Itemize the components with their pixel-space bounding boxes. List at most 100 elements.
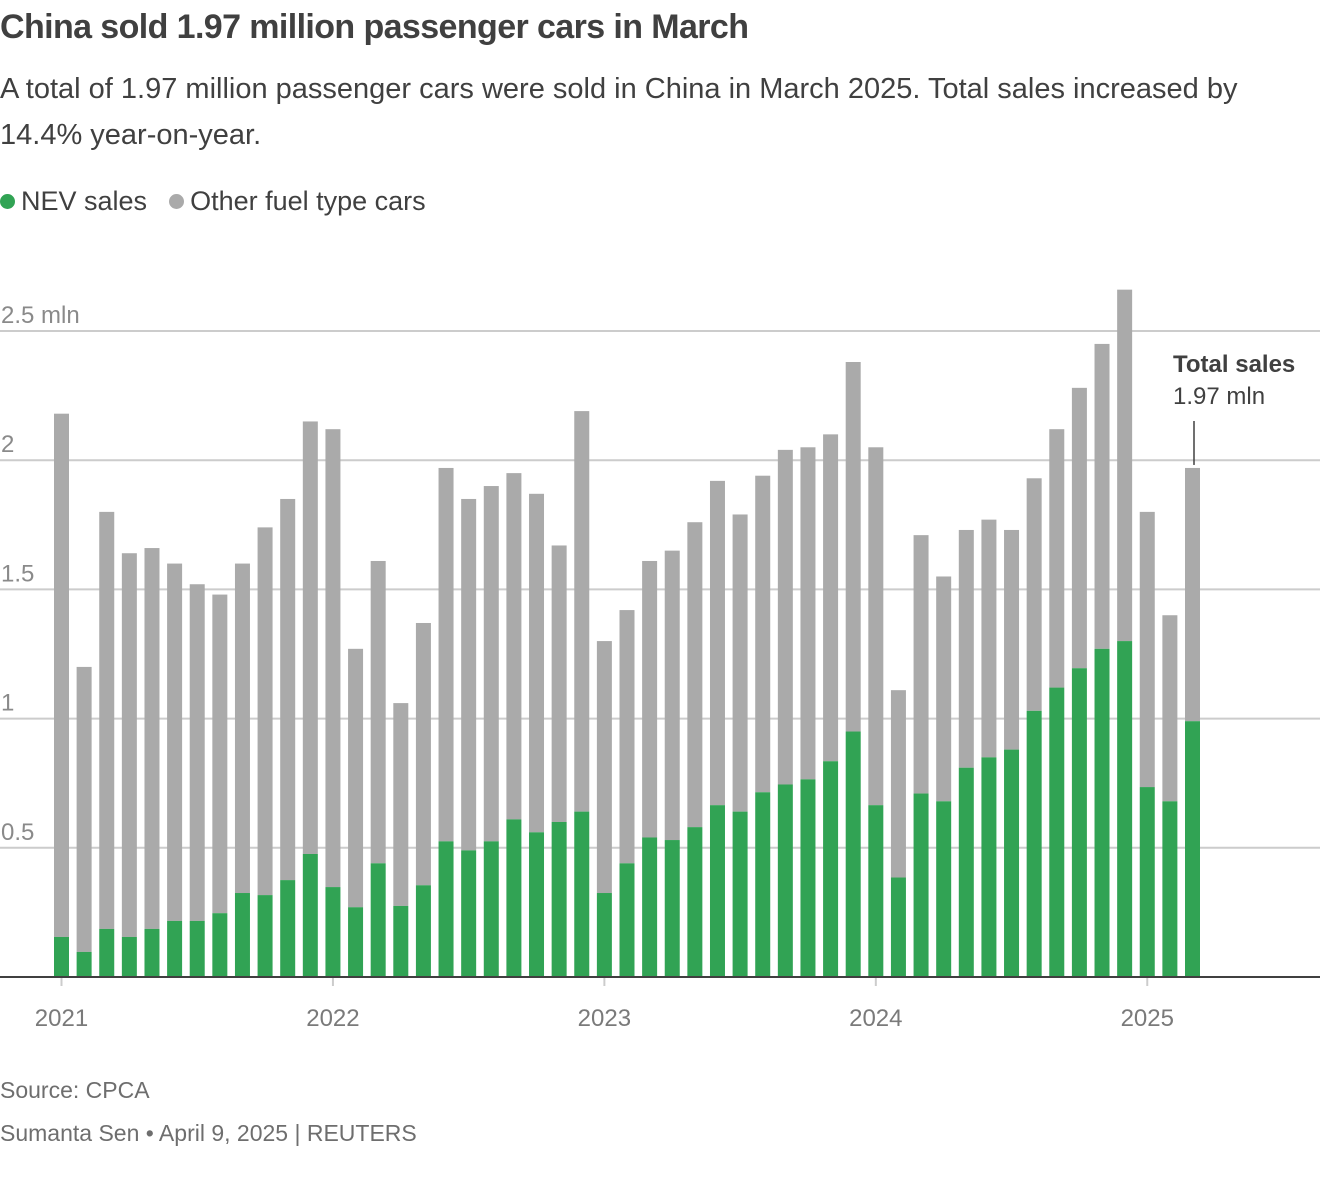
bar-nev-2022-10 <box>529 832 545 977</box>
bar-other-2021-02 <box>76 666 92 952</box>
bar-nev-2024-10 <box>1071 668 1087 977</box>
bar-nev-2024-11 <box>1094 648 1110 977</box>
bar-other-2023-09 <box>777 449 793 785</box>
bar-other-2021-03 <box>99 511 115 929</box>
bar-nev-2025-02 <box>1162 801 1178 977</box>
bar-nev-2023-09 <box>777 784 793 977</box>
bar-nev-2024-04 <box>936 801 952 977</box>
bar-other-2021-07 <box>189 584 205 921</box>
bar-nev-2022-11 <box>551 821 567 977</box>
bar-nev-2022-04 <box>393 905 409 977</box>
bar-nev-2021-03 <box>99 928 115 977</box>
bar-other-2023-02 <box>619 610 635 864</box>
bar-nev-2021-09 <box>234 893 250 977</box>
bar-nev-2021-05 <box>144 928 160 977</box>
bar-nev-2024-07 <box>1004 749 1020 977</box>
x-tick-label: 2021 <box>35 1005 88 1032</box>
bar-other-2023-11 <box>823 434 839 762</box>
bar-nev-2021-04 <box>121 936 137 977</box>
bar-other-2021-10 <box>257 527 273 896</box>
bar-nev-2022-06 <box>438 841 454 977</box>
bar-nev-2025-01 <box>1139 787 1155 977</box>
bar-nev-2024-02 <box>890 877 906 977</box>
bar-nev-2023-12 <box>845 731 861 977</box>
legend-label-other: Other fuel type cars <box>190 186 426 216</box>
bar-other-2023-03 <box>642 560 658 838</box>
bar-other-2022-12 <box>574 411 590 812</box>
bar-nev-2025-03 <box>1185 721 1200 977</box>
bar-nev-2021-10 <box>257 895 273 977</box>
bar-other-2024-03 <box>913 535 929 794</box>
bar-nev-2024-06 <box>981 757 997 977</box>
bar-other-2024-09 <box>1049 429 1065 688</box>
legend-item-other: Other fuel type cars <box>169 186 426 217</box>
y-tick-label: 0.5 <box>1 819 34 846</box>
bar-other-2022-09 <box>506 473 522 820</box>
bar-nev-2022-01 <box>325 887 341 977</box>
x-tick-label: 2023 <box>578 1005 631 1032</box>
bar-nev-2024-01 <box>868 805 884 977</box>
bar-other-2024-08 <box>1026 478 1042 711</box>
bar-nev-2021-07 <box>189 920 205 977</box>
bar-nev-2023-10 <box>800 779 816 977</box>
bar-other-2023-12 <box>845 362 861 732</box>
bar-other-2023-07 <box>732 514 748 812</box>
bar-other-2021-08 <box>212 594 228 914</box>
bar-nev-2023-01 <box>596 893 612 977</box>
bar-other-2025-02 <box>1162 615 1178 802</box>
x-tick-label: 2022 <box>306 1005 359 1032</box>
bar-nev-2024-03 <box>913 793 929 977</box>
bar-nev-2024-05 <box>958 767 974 977</box>
bar-other-2024-05 <box>958 529 974 768</box>
bar-other-2023-08 <box>755 475 771 793</box>
chart-subtitle: A total of 1.97 million passenger cars w… <box>0 73 1238 151</box>
bar-nev-2021-01 <box>54 936 69 977</box>
bar-nev-2023-05 <box>687 827 703 977</box>
bar-other-2022-11 <box>551 545 567 822</box>
bar-other-2024-01 <box>868 447 884 806</box>
bar-nev-2021-11 <box>280 880 296 977</box>
annotation-value: 1.97 mln <box>1173 383 1265 410</box>
bar-other-2024-06 <box>981 519 997 758</box>
bar-nev-2021-12 <box>302 854 318 977</box>
bar-other-2025-03 <box>1185 467 1200 722</box>
bar-other-2023-04 <box>664 550 680 841</box>
bar-other-2024-11 <box>1094 343 1110 649</box>
bar-other-2021-05 <box>144 548 160 929</box>
bar-nev-2022-05 <box>415 885 431 977</box>
x-tick-label: 2025 <box>1121 1005 1174 1032</box>
bar-nev-2024-08 <box>1026 710 1042 977</box>
y-tick-label: 2.5 mln <box>1 302 80 329</box>
bars <box>54 289 1200 977</box>
bar-other-2023-06 <box>709 480 725 806</box>
bar-other-2023-10 <box>800 447 816 780</box>
bar-nev-2023-08 <box>755 792 771 977</box>
credit-line: Sumanta Sen • April 9, 2025 | REUTERS <box>0 1120 417 1146</box>
bar-nev-2021-06 <box>167 920 183 977</box>
bar-other-2022-02 <box>348 648 364 908</box>
bar-nev-2022-03 <box>370 863 386 977</box>
legend-item-nev: NEV sales <box>0 186 147 217</box>
bar-nev-2022-12 <box>574 811 590 977</box>
bar-other-2021-11 <box>280 498 296 881</box>
bar-nev-2021-08 <box>212 913 228 977</box>
x-tick-label: 2024 <box>849 1005 902 1032</box>
bar-nev-2024-12 <box>1117 641 1133 977</box>
bar-other-2021-04 <box>121 553 137 937</box>
bar-nev-2023-07 <box>732 811 748 977</box>
annotation: Total sales 1.97 mln <box>1173 351 1295 465</box>
bar-other-2022-05 <box>415 622 431 886</box>
bar-nev-2022-07 <box>461 850 477 977</box>
y-tick-label: 1.5 <box>1 560 34 587</box>
bar-nev-2023-04 <box>664 840 680 977</box>
bar-other-2024-12 <box>1117 289 1133 642</box>
bar-other-2022-06 <box>438 467 454 842</box>
bar-nev-2022-09 <box>506 819 522 977</box>
y-tick-label: 2 <box>1 431 14 458</box>
chart-title: China sold 1.97 million passenger cars i… <box>0 8 749 46</box>
bar-other-2025-01 <box>1139 511 1155 788</box>
y-tick-label: 1 <box>1 690 14 717</box>
bar-nev-2024-09 <box>1049 687 1065 977</box>
bar-nev-2023-06 <box>709 805 725 977</box>
bar-other-2022-01 <box>325 429 341 888</box>
